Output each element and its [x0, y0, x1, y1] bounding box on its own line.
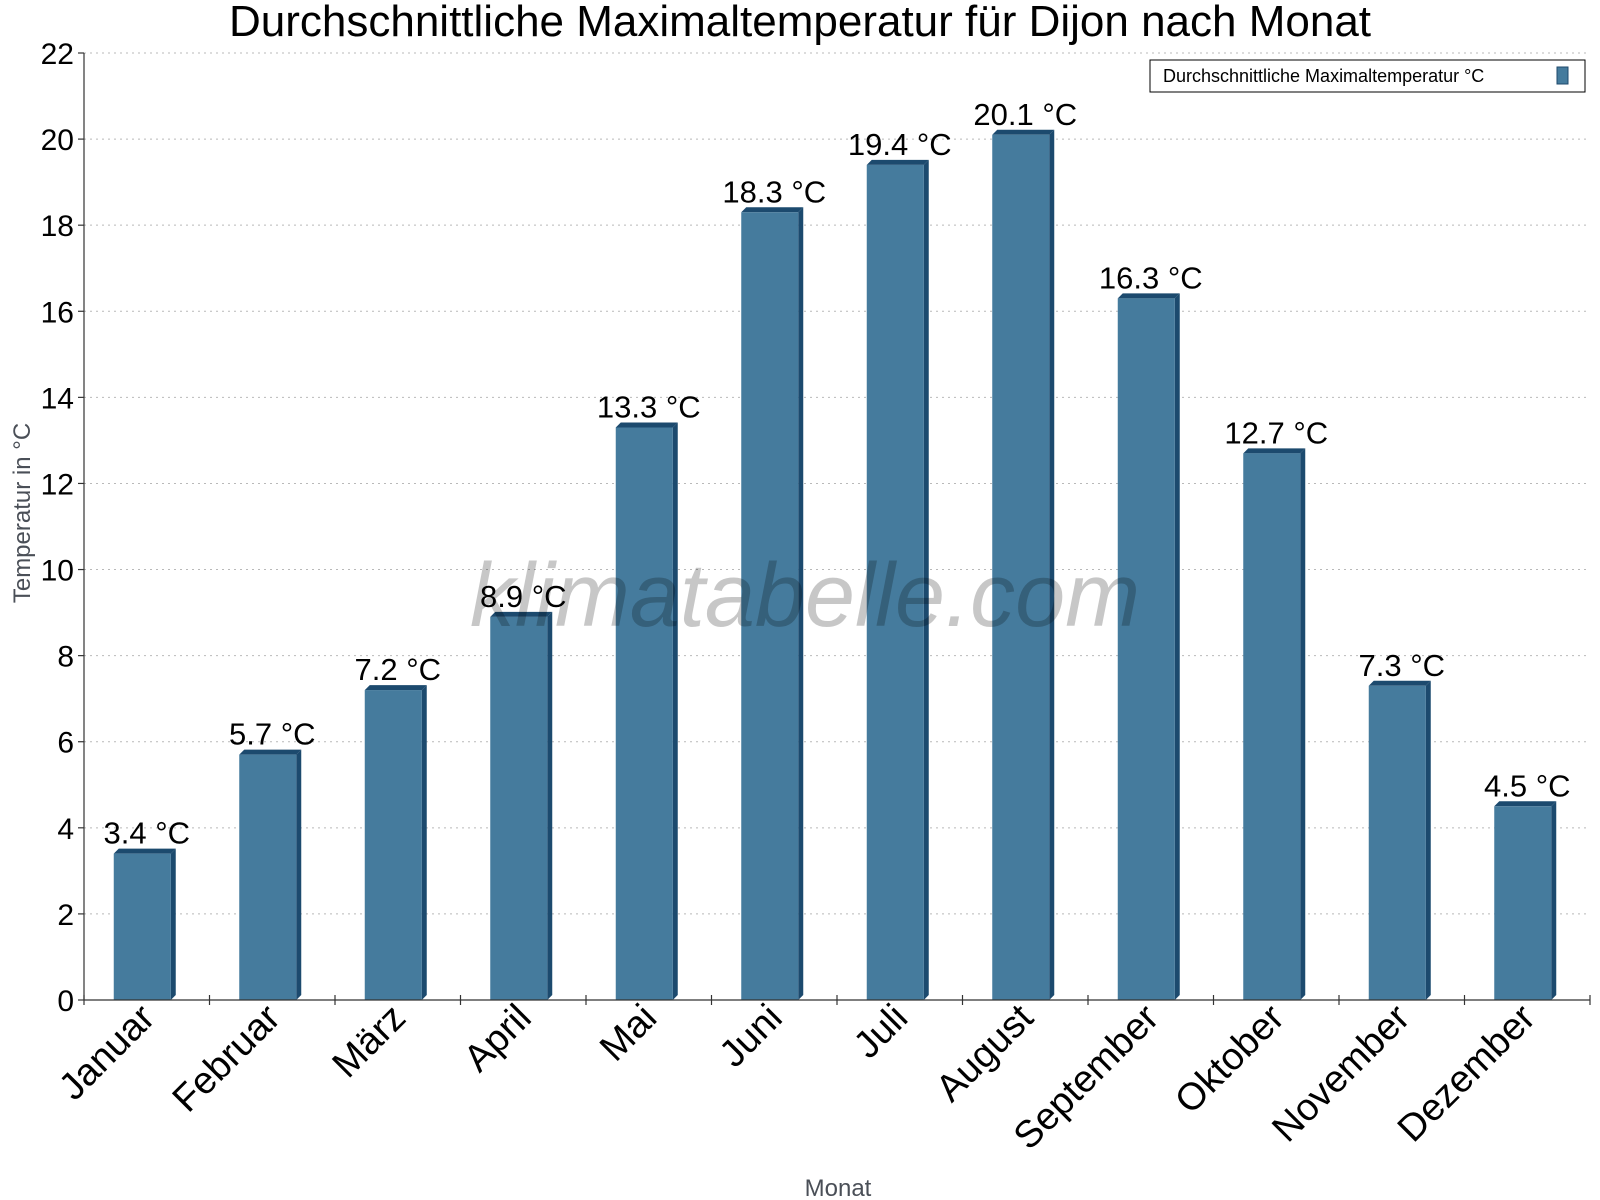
watermark: klimatabelle.com: [470, 546, 1140, 646]
data-label: 7.2 °C: [355, 652, 442, 687]
bar-face: [364, 690, 422, 1000]
y-tick-label: 8: [57, 641, 74, 674]
bar-face: [1494, 806, 1552, 1000]
bar-side: [170, 848, 176, 1000]
bar-september: [1117, 293, 1180, 1000]
bar-face: [992, 134, 1050, 1000]
bar-juni: [741, 207, 804, 1000]
bar-dezember: [1494, 801, 1557, 1000]
bar-januar: [113, 848, 176, 1000]
bar-juli: [866, 159, 929, 1000]
data-label: 20.1 °C: [973, 97, 1077, 132]
y-tick-label: 20: [41, 124, 74, 157]
bar-top: [1117, 293, 1180, 299]
bar-face: [113, 853, 171, 1000]
bar-face: [1243, 453, 1301, 1000]
gridlines: [84, 52, 1590, 915]
y-tick-label: 2: [57, 899, 74, 932]
bar-mai: [615, 422, 678, 1000]
bar-top: [741, 207, 804, 213]
data-label: 16.3 °C: [1099, 260, 1203, 295]
bar-side: [1174, 293, 1180, 1000]
bar-side: [1300, 448, 1306, 1000]
data-label: 8.9 °C: [480, 579, 567, 614]
data-label: 3.4 °C: [104, 816, 191, 851]
bar-februar: [239, 749, 302, 1000]
bar-oktober: [1243, 448, 1306, 1000]
bar-august: [992, 129, 1055, 1000]
data-label: 5.7 °C: [229, 717, 316, 752]
y-tick-label: 4: [57, 813, 74, 846]
bar-face: [615, 427, 673, 1000]
legend: Durchschnittliche Maximaltemperatur °C: [1149, 59, 1586, 93]
chart-title: Durchschnittliche Maximaltemperatur für …: [229, 0, 1371, 46]
bar-top: [1368, 680, 1431, 686]
bar-top: [992, 129, 1055, 135]
y-tick-label: 22: [41, 38, 74, 71]
y-tick-label: 14: [41, 382, 74, 415]
bar-november: [1368, 680, 1431, 1000]
data-labels: 3.4 °C 5.7 °C 7.2 °C 8.9 °C 13.3 °C 18.3 °C 19…: [104, 97, 1571, 851]
y-axis-ticks: 0 2 4 6 8 10 12 14 16 18 20 22: [41, 38, 84, 1018]
bar-top: [866, 159, 929, 165]
bar-side: [1049, 129, 1055, 1000]
data-label: 13.3 °C: [597, 389, 701, 424]
legend-swatch: [1556, 66, 1569, 85]
y-tick-label: 18: [41, 210, 74, 243]
bar-märz: [364, 685, 427, 1000]
legend-box: [1149, 59, 1586, 93]
bar-face: [741, 212, 799, 1000]
bar-top: [490, 611, 553, 617]
bar-side: [672, 422, 678, 1000]
y-tick-label: 0: [57, 985, 74, 1018]
y-axis-label: Temperatur in °C: [9, 423, 36, 603]
bar-face: [490, 616, 548, 1000]
x-axis-label: Monat: [805, 1175, 872, 1200]
bar-side: [798, 207, 804, 1000]
bar-face: [239, 754, 297, 1000]
bar-side: [296, 749, 302, 1000]
data-label: 12.7 °C: [1224, 415, 1328, 450]
bar-april: [490, 611, 553, 1000]
data-label: 4.5 °C: [1484, 768, 1571, 803]
bar-side: [923, 159, 929, 1000]
bar-side: [1551, 801, 1557, 1000]
bar-side: [421, 685, 427, 1000]
bar-top: [1494, 801, 1557, 807]
bar-top: [1243, 448, 1306, 454]
bar-top: [113, 848, 176, 854]
y-tick-label: 6: [57, 727, 74, 760]
y-tick-label: 16: [41, 296, 74, 329]
bar-top: [239, 749, 302, 755]
bar-face: [1117, 298, 1175, 1000]
bar-face: [1368, 685, 1426, 1000]
y-tick-label: 12: [41, 468, 74, 501]
bar-side: [1425, 680, 1431, 1000]
y-tick-label: 10: [41, 555, 74, 588]
data-label: 18.3 °C: [722, 174, 826, 209]
bars: [113, 129, 1557, 1000]
bar-top: [615, 422, 678, 428]
bar-face: [866, 164, 924, 1000]
data-label: 7.3 °C: [1359, 648, 1446, 683]
data-label: 19.4 °C: [848, 127, 952, 162]
legend-label: Durchschnittliche Maximaltemperatur °C: [1163, 66, 1484, 86]
bar-side: [547, 611, 553, 1000]
bar-top: [364, 685, 427, 691]
